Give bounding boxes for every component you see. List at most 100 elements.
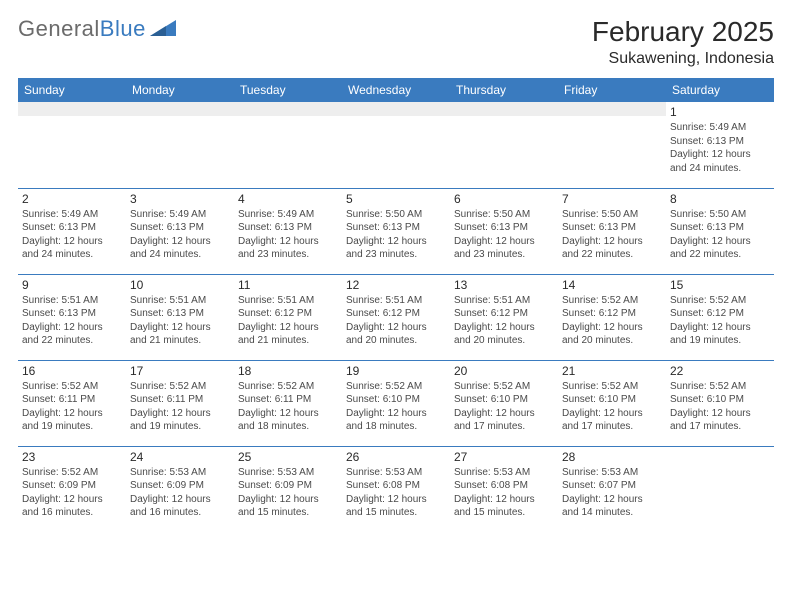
daylight-text: Daylight: 12 hours <box>130 321 230 335</box>
calendar-day-cell: 18Sunrise: 5:52 AMSunset: 6:11 PMDayligh… <box>234 360 342 446</box>
daylight-text: and 19 minutes. <box>130 420 230 434</box>
calendar-day-cell: 8Sunrise: 5:50 AMSunset: 6:13 PMDaylight… <box>666 188 774 274</box>
weekday-header: Wednesday <box>342 78 450 102</box>
calendar-week-row: 2Sunrise: 5:49 AMSunset: 6:13 PMDaylight… <box>18 188 774 274</box>
daylight-text: and 14 minutes. <box>562 506 662 520</box>
sunrise-text: Sunrise: 5:53 AM <box>346 466 446 480</box>
daylight-text: Daylight: 12 hours <box>670 407 770 421</box>
weekday-header: Monday <box>126 78 234 102</box>
daylight-text: Daylight: 12 hours <box>130 407 230 421</box>
sunrise-text: Sunrise: 5:52 AM <box>562 294 662 308</box>
daylight-text: and 22 minutes. <box>562 248 662 262</box>
sunset-text: Sunset: 6:11 PM <box>130 393 230 407</box>
sunset-text: Sunset: 6:10 PM <box>562 393 662 407</box>
day-number: 15 <box>670 277 770 293</box>
day-number: 22 <box>670 363 770 379</box>
daylight-text: Daylight: 12 hours <box>454 407 554 421</box>
daylight-text: and 16 minutes. <box>22 506 122 520</box>
daylight-text: Daylight: 12 hours <box>670 321 770 335</box>
daylight-text: Daylight: 12 hours <box>562 235 662 249</box>
logo: GeneralBlue <box>18 16 176 42</box>
daylight-text: Daylight: 12 hours <box>22 321 122 335</box>
daylight-text: and 19 minutes. <box>22 420 122 434</box>
day-number: 21 <box>562 363 662 379</box>
sunrise-text: Sunrise: 5:50 AM <box>562 208 662 222</box>
daylight-text: and 17 minutes. <box>562 420 662 434</box>
day-number: 14 <box>562 277 662 293</box>
sunset-text: Sunset: 6:13 PM <box>670 221 770 235</box>
day-number: 7 <box>562 191 662 207</box>
daylight-text: Daylight: 12 hours <box>346 235 446 249</box>
calendar-week-row: 9Sunrise: 5:51 AMSunset: 6:13 PMDaylight… <box>18 274 774 360</box>
sunrise-text: Sunrise: 5:50 AM <box>454 208 554 222</box>
logo-text-part1: General <box>18 16 100 42</box>
daylight-text: Daylight: 12 hours <box>670 235 770 249</box>
sunset-text: Sunset: 6:13 PM <box>22 221 122 235</box>
weekday-header: Sunday <box>18 78 126 102</box>
calendar-day-cell <box>342 102 450 188</box>
sunrise-text: Sunrise: 5:53 AM <box>454 466 554 480</box>
daylight-text: and 24 minutes. <box>130 248 230 262</box>
sunset-text: Sunset: 6:10 PM <box>346 393 446 407</box>
calendar-day-cell: 3Sunrise: 5:49 AMSunset: 6:13 PMDaylight… <box>126 188 234 274</box>
daylight-text: Daylight: 12 hours <box>238 407 338 421</box>
daylight-text: and 23 minutes. <box>346 248 446 262</box>
calendar-day-cell: 15Sunrise: 5:52 AMSunset: 6:12 PMDayligh… <box>666 274 774 360</box>
sunrise-text: Sunrise: 5:49 AM <box>670 121 770 135</box>
calendar-day-cell: 16Sunrise: 5:52 AMSunset: 6:11 PMDayligh… <box>18 360 126 446</box>
sunset-text: Sunset: 6:07 PM <box>562 479 662 493</box>
empty-day-strip <box>18 102 126 116</box>
daylight-text: and 24 minutes. <box>670 162 770 176</box>
sunrise-text: Sunrise: 5:49 AM <box>130 208 230 222</box>
sunset-text: Sunset: 6:08 PM <box>454 479 554 493</box>
empty-day-strip <box>450 102 558 116</box>
sunset-text: Sunset: 6:13 PM <box>454 221 554 235</box>
daylight-text: Daylight: 12 hours <box>130 235 230 249</box>
day-number: 24 <box>130 449 230 465</box>
daylight-text: and 20 minutes. <box>562 334 662 348</box>
daylight-text: and 22 minutes. <box>22 334 122 348</box>
title-month: February 2025 <box>592 16 774 48</box>
day-number: 27 <box>454 449 554 465</box>
daylight-text: and 17 minutes. <box>454 420 554 434</box>
empty-day-strip <box>126 102 234 116</box>
calendar-day-cell: 14Sunrise: 5:52 AMSunset: 6:12 PMDayligh… <box>558 274 666 360</box>
sunset-text: Sunset: 6:13 PM <box>238 221 338 235</box>
daylight-text: and 24 minutes. <box>22 248 122 262</box>
sunrise-text: Sunrise: 5:52 AM <box>22 380 122 394</box>
calendar-day-cell: 11Sunrise: 5:51 AMSunset: 6:12 PMDayligh… <box>234 274 342 360</box>
sunrise-text: Sunrise: 5:50 AM <box>670 208 770 222</box>
calendar-day-cell: 1Sunrise: 5:49 AMSunset: 6:13 PMDaylight… <box>666 102 774 188</box>
daylight-text: Daylight: 12 hours <box>562 493 662 507</box>
sunset-text: Sunset: 6:09 PM <box>238 479 338 493</box>
sunset-text: Sunset: 6:13 PM <box>346 221 446 235</box>
sunset-text: Sunset: 6:12 PM <box>670 307 770 321</box>
sunset-text: Sunset: 6:08 PM <box>346 479 446 493</box>
daylight-text: Daylight: 12 hours <box>22 493 122 507</box>
daylight-text: and 21 minutes. <box>238 334 338 348</box>
sunrise-text: Sunrise: 5:51 AM <box>346 294 446 308</box>
day-number: 3 <box>130 191 230 207</box>
day-number: 28 <box>562 449 662 465</box>
sunset-text: Sunset: 6:10 PM <box>670 393 770 407</box>
day-number: 19 <box>346 363 446 379</box>
day-number: 6 <box>454 191 554 207</box>
sunrise-text: Sunrise: 5:49 AM <box>238 208 338 222</box>
day-number: 11 <box>238 277 338 293</box>
daylight-text: Daylight: 12 hours <box>346 493 446 507</box>
sunset-text: Sunset: 6:13 PM <box>22 307 122 321</box>
day-number: 1 <box>670 104 770 120</box>
calendar-day-cell: 19Sunrise: 5:52 AMSunset: 6:10 PMDayligh… <box>342 360 450 446</box>
daylight-text: Daylight: 12 hours <box>562 321 662 335</box>
calendar-day-cell: 6Sunrise: 5:50 AMSunset: 6:13 PMDaylight… <box>450 188 558 274</box>
sunrise-text: Sunrise: 5:51 AM <box>22 294 122 308</box>
calendar-day-cell: 9Sunrise: 5:51 AMSunset: 6:13 PMDaylight… <box>18 274 126 360</box>
daylight-text: Daylight: 12 hours <box>670 148 770 162</box>
calendar-week-row: 16Sunrise: 5:52 AMSunset: 6:11 PMDayligh… <box>18 360 774 446</box>
day-number: 9 <box>22 277 122 293</box>
sunrise-text: Sunrise: 5:52 AM <box>130 380 230 394</box>
daylight-text: Daylight: 12 hours <box>346 407 446 421</box>
empty-day-strip <box>558 102 666 116</box>
calendar-day-cell: 5Sunrise: 5:50 AMSunset: 6:13 PMDaylight… <box>342 188 450 274</box>
sunset-text: Sunset: 6:09 PM <box>22 479 122 493</box>
